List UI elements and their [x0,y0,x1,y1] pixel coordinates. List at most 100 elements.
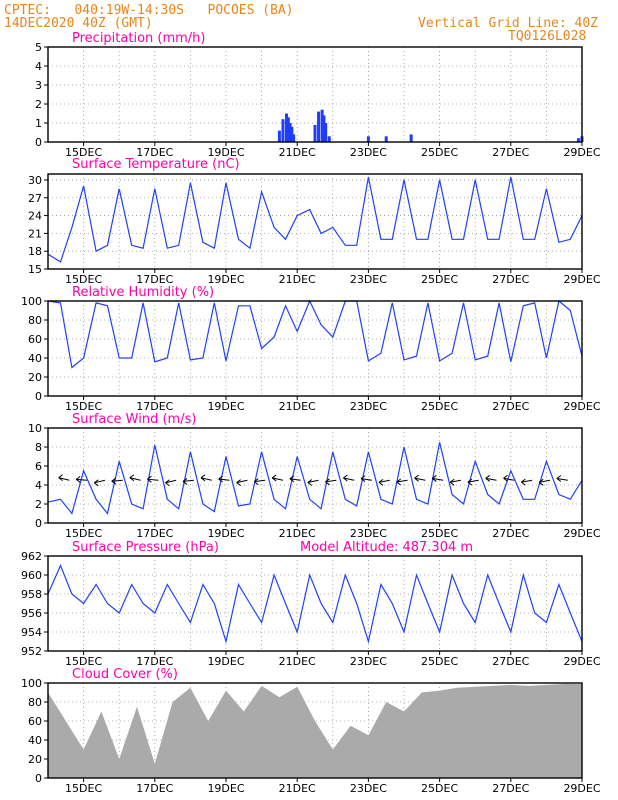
x-tick-label: 15DEC [65,527,102,540]
chart-subtitle: Model Altitude: 487.304 m [300,540,473,555]
header-right2: TQ0126L028 [508,29,587,44]
wind-arrow-head [165,479,170,484]
wind-arrow-head [343,477,348,482]
x-tick-label: 19DEC [207,400,244,413]
x-tick-label: 25DEC [421,273,458,286]
wind-arrow [94,479,106,484]
precip-bar [327,136,331,142]
precip-bar [313,124,317,142]
y-tick-label: 3 [35,79,42,92]
x-tick-label: 21DEC [279,400,316,413]
header-line1: CPTEC: 040:19W-14:30S POCOES (BA) [4,3,294,18]
wind-arrow [361,478,373,481]
wind-arrow-head [75,476,81,480]
wind-arrow [485,477,497,481]
y-tick-label: 958 [21,588,42,601]
x-tick-label: 27DEC [492,655,529,668]
precip-bar [288,123,292,142]
wind-arrow [556,478,568,481]
precip-bar [285,113,289,142]
y-tick-label: 0 [35,136,42,149]
x-tick-label: 27DEC [492,400,529,413]
y-tick-label: 0 [35,517,42,530]
wind-arrow-head [218,475,223,480]
wind-arrow [129,477,141,481]
y-tick-label: 956 [21,607,42,620]
x-tick-label: 29DEC [563,146,600,159]
wind-arrow-head [75,479,81,483]
precip-bar [384,136,388,142]
wind-arrow [539,479,551,483]
x-tick-label: 21DEC [279,527,316,540]
precip-bar [292,134,296,142]
wind-arrow-head [147,475,152,480]
chart-pres: Surface Pressure (hPa) Model Altitude: 48… [21,540,601,668]
wind-arrow [76,478,88,481]
y-tick-label: 24 [28,210,42,223]
precip-bar [409,134,413,142]
wind-arrow [432,477,444,481]
wind-arrow-head [182,478,188,482]
chart-temp: Surface Temperature (nC) 15 18 21 24 27 30 15DE… [28,157,601,286]
x-tick-label: 27DEC [492,782,529,795]
x-tick-label: 23DEC [350,273,387,286]
y-tick-label: 10 [28,422,42,435]
x-tick-label: 23DEC [350,782,387,795]
wind-arrow-head [129,474,135,479]
x-tick-label: 25DEC [421,527,458,540]
wind-arrow-head [271,474,277,479]
wind-arrow [414,477,426,481]
wind-arrow-head [236,482,241,487]
chart-rh: Relative Humidity (%) 0 20 40 60 80 100 15DEC 17… [21,285,601,413]
x-tick-label: 15DEC [65,655,102,668]
wind-arrow-head [93,479,99,484]
wind-arrow-head [200,474,206,479]
wind-arrow-head [556,475,562,479]
wind-arrow-head [307,479,313,483]
y-tick-label: 2 [35,98,42,111]
chart-precip: Precipitation (mm/h) 0 1 2 3 4 5 15DEC 17DEC 19DE… [35,31,601,159]
wind-arrow-head [449,478,455,483]
x-tick-label: 29DEC [563,655,600,668]
chart-wind: Surface Wind (m/s) 0 2 4 6 8 10 15DEC 17DEC 19DEC… [28,412,601,540]
y-tick-label: 30 [28,174,42,187]
wind-arrow-head [253,481,259,486]
y-tick-label: 6 [35,460,42,473]
x-tick-label: 19DEC [207,527,244,540]
chart-title: Precipitation (mm/h) [72,31,205,46]
x-tick-label: 15DEC [65,400,102,413]
y-tick-label: 0 [35,772,42,785]
y-tick-label: 60 [28,715,42,728]
y-tick-label: 960 [21,569,42,582]
x-tick-label: 23DEC [350,527,387,540]
y-tick-label: 40 [28,352,42,365]
wind-arrow-head [253,478,259,483]
wind-arrow-head [93,482,99,487]
wind-arrow-head [467,481,473,486]
precip-bar [290,126,294,142]
x-tick-label: 15DEC [65,782,102,795]
header-right1: Vertical Grid Line: 40Z [418,16,599,31]
y-tick-label: 20 [28,753,42,766]
precip-bar [317,111,321,142]
y-tick-label: 80 [28,314,42,327]
x-tick-label: 23DEC [350,146,387,159]
chart-title: Surface Temperature (nC) [72,157,240,172]
y-tick-label: 100 [21,677,42,690]
wind-arrow-head [236,479,241,484]
y-tick-label: 952 [21,645,42,658]
plot-frame [47,173,583,270]
wind-arrow [272,477,284,481]
plot-frame [47,300,583,397]
wind-arrow [378,479,390,483]
wind-arrow-head [111,477,117,482]
wind-arrow-head [521,481,526,486]
y-tick-label: 0 [35,390,42,403]
wind-arrow-head [129,477,135,482]
x-tick-label: 21DEC [279,146,316,159]
temp-series-line [47,176,583,263]
x-tick-label: 17DEC [136,527,173,540]
x-tick-label: 23DEC [350,400,387,413]
wind-arrow-head [218,478,223,483]
